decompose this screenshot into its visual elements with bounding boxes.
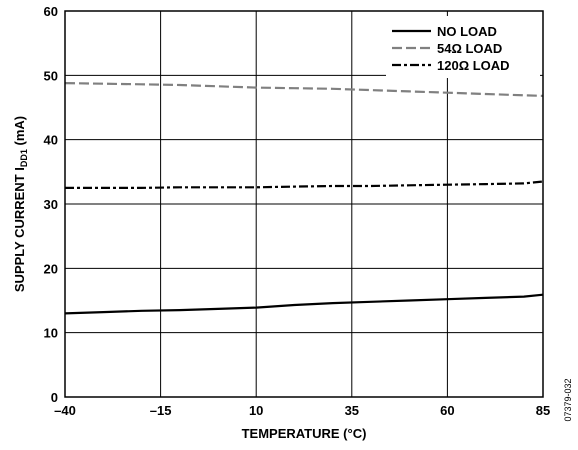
legend: NO LOAD 54Ω LOAD 120Ω LOAD bbox=[386, 16, 540, 78]
y-tick-label: 60 bbox=[44, 4, 58, 19]
figure-id: 07379-032 bbox=[563, 378, 573, 421]
x-tick-label: 35 bbox=[345, 403, 359, 418]
series-line-2 bbox=[64, 82, 544, 97]
x-axis-title: TEMPERATURE (°C) bbox=[242, 426, 367, 441]
y-tick-label: 30 bbox=[44, 197, 58, 212]
y-axis-title-main: SUPPLY CURRENT I bbox=[12, 167, 27, 292]
legend-label-1: NO LOAD bbox=[437, 24, 497, 39]
y-axis-title-subscript: DD1 bbox=[19, 149, 29, 167]
x-tick-label: –15 bbox=[150, 403, 172, 418]
series-line-1 bbox=[64, 293, 544, 315]
legend-label-2: 54Ω LOAD bbox=[437, 41, 502, 56]
y-axis-title: SUPPLY CURRENT IDD1 (mA) bbox=[12, 116, 29, 292]
x-tick-label: 60 bbox=[440, 403, 454, 418]
x-tick-label: 85 bbox=[536, 403, 550, 418]
y-axis-title-suffix: (mA) bbox=[12, 116, 27, 149]
y-tick-label: 20 bbox=[44, 261, 58, 276]
x-tick-label: –40 bbox=[54, 403, 76, 418]
y-tick-labels: 0 10 20 30 40 50 60 bbox=[44, 4, 58, 405]
y-tick-label: 0 bbox=[51, 390, 58, 405]
series-line-3 bbox=[65, 180, 544, 189]
y-tick-label: 40 bbox=[44, 133, 58, 148]
x-tick-labels: –40 –15 10 35 60 85 bbox=[54, 403, 550, 418]
legend-label-3: 120Ω LOAD bbox=[437, 58, 510, 73]
x-tick-label: 10 bbox=[249, 403, 263, 418]
plot-frame bbox=[64, 10, 544, 398]
y-tick-label: 50 bbox=[44, 68, 58, 83]
series-layer bbox=[64, 82, 544, 315]
y-tick-label: 10 bbox=[44, 326, 58, 341]
